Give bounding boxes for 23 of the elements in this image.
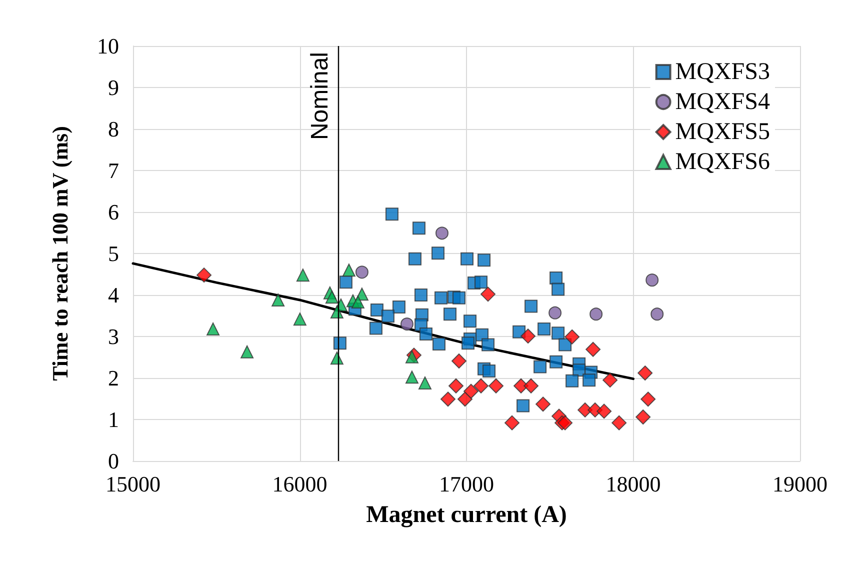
y-tick-label: 5 [108,241,119,266]
y-tick-label: 8 [108,116,119,142]
x-tick-label: 16000 [272,472,328,496]
y-tick-label: 0 [108,448,119,474]
x-tick-label: 19000 [772,472,828,496]
y-tick-label: 3 [108,324,119,349]
y-tick-label: 2 [108,366,119,390]
y-axis-title: Time to reach 100 mV (ms) [48,126,72,381]
x-tick-label: 15000 [106,472,160,496]
y-tick-label: 7 [108,158,119,183]
legend-label: MQXFS3 [675,59,770,85]
y-tick-label: 9 [108,75,119,100]
y-tick-label: 4 [108,282,119,308]
y-tick-label: 1 [108,407,119,432]
ref-line-label: Nominal [306,52,334,140]
x-tick-label: 17000 [439,472,494,496]
legend-label: MQXFS6 [675,149,770,175]
x-axis-title: Magnet current (A) [366,502,567,528]
y-tick-label: 6 [108,200,119,224]
y-tick-label: 10 [97,34,119,58]
legend-label: MQXFS5 [675,119,770,145]
legend-label: MQXFS4 [675,89,770,115]
x-tick-label: 18000 [606,472,661,496]
